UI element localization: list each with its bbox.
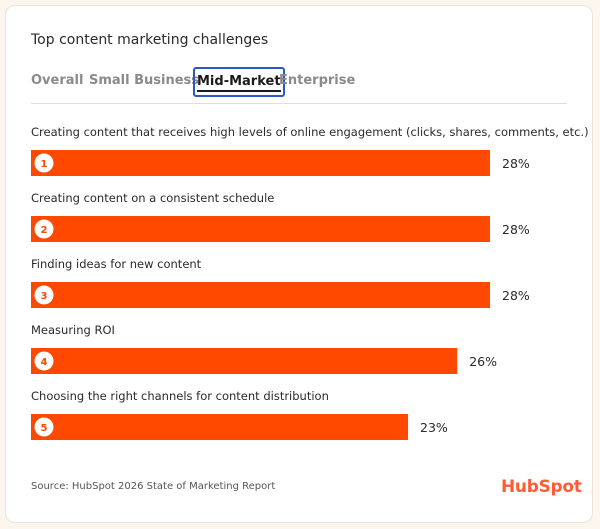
bar	[31, 414, 409, 440]
rank-number: 2	[41, 225, 48, 236]
rank-badge	[34, 417, 54, 437]
hubspot-logo: HubSpot	[501, 477, 582, 497]
category-label: Choosing the right channels for content …	[31, 389, 329, 403]
rank-badge	[34, 285, 54, 305]
rank-number: 1	[41, 159, 48, 170]
category-label: Creating content on a consistent schedul…	[31, 191, 274, 205]
chart-title: Top content marketing challenges	[31, 32, 269, 48]
tab-enterprise[interactable]: Enterprise	[279, 73, 356, 88]
category-label: Finding ideas for new content	[31, 257, 202, 271]
rank-badge	[34, 219, 54, 239]
rank-number: 4	[41, 357, 48, 368]
source-note: Source: HubSpot 2026 State of Marketing …	[31, 481, 276, 492]
category-label: Creating content that receives high leve…	[31, 125, 589, 139]
bar	[31, 150, 490, 176]
value-label: 28%	[502, 222, 530, 237]
rank-badge	[34, 351, 54, 371]
segment-tabs: Overall Small Business Mid-Market Enterp…	[31, 67, 567, 104]
tab-mid-market[interactable]: Mid-Market	[193, 67, 285, 97]
rank-number: 5	[41, 423, 48, 434]
bar	[31, 282, 490, 308]
value-label: 26%	[469, 354, 497, 369]
value-label: 23%	[420, 420, 448, 435]
value-label: 28%	[502, 288, 530, 303]
bar	[31, 216, 490, 242]
category-label: Measuring ROI	[31, 323, 115, 337]
value-label: 28%	[502, 156, 530, 171]
bar-chart: Creating content that receives high leve…	[31, 125, 589, 440]
chart-card: Top content marketing challenges Overall…	[5, 5, 593, 523]
rank-number: 3	[41, 291, 48, 302]
rank-badge	[34, 153, 54, 173]
tab-small-business[interactable]: Small Business	[89, 73, 200, 88]
bar	[31, 348, 458, 374]
tab-overall[interactable]: Overall	[31, 73, 84, 88]
